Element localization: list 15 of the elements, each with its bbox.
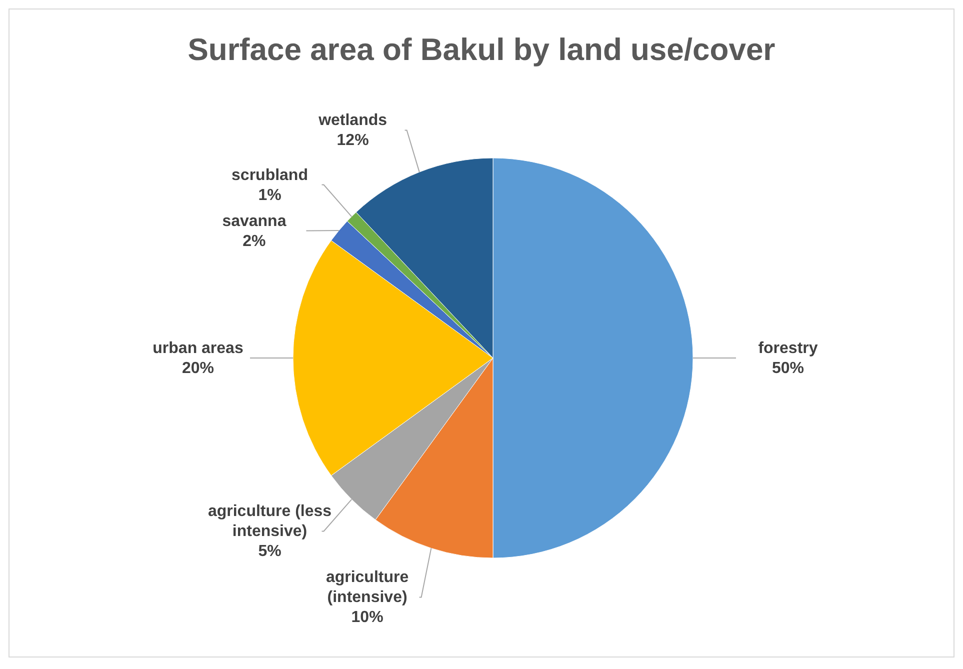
chart-title: Surface area of Bakul by land use/cover [188,32,776,67]
slice-label: forestry [758,340,818,357]
slice-label: scrubland [232,166,308,184]
data-label: 5% [258,543,282,560]
slice-label: agriculture (intensive) [326,569,409,606]
data-label: 10% [351,609,384,626]
slice-label: wetlands [318,112,388,130]
data-label: 50% [772,360,804,377]
data-label: 2% [242,232,266,250]
data-label: 20% [182,360,214,377]
data-label: 1% [258,186,282,204]
slice-label: agriculture (less intensive) [208,503,332,540]
data-label: 12% [336,132,369,150]
slice-label: urban areas [152,340,244,357]
slice-label: savanna [222,212,286,230]
